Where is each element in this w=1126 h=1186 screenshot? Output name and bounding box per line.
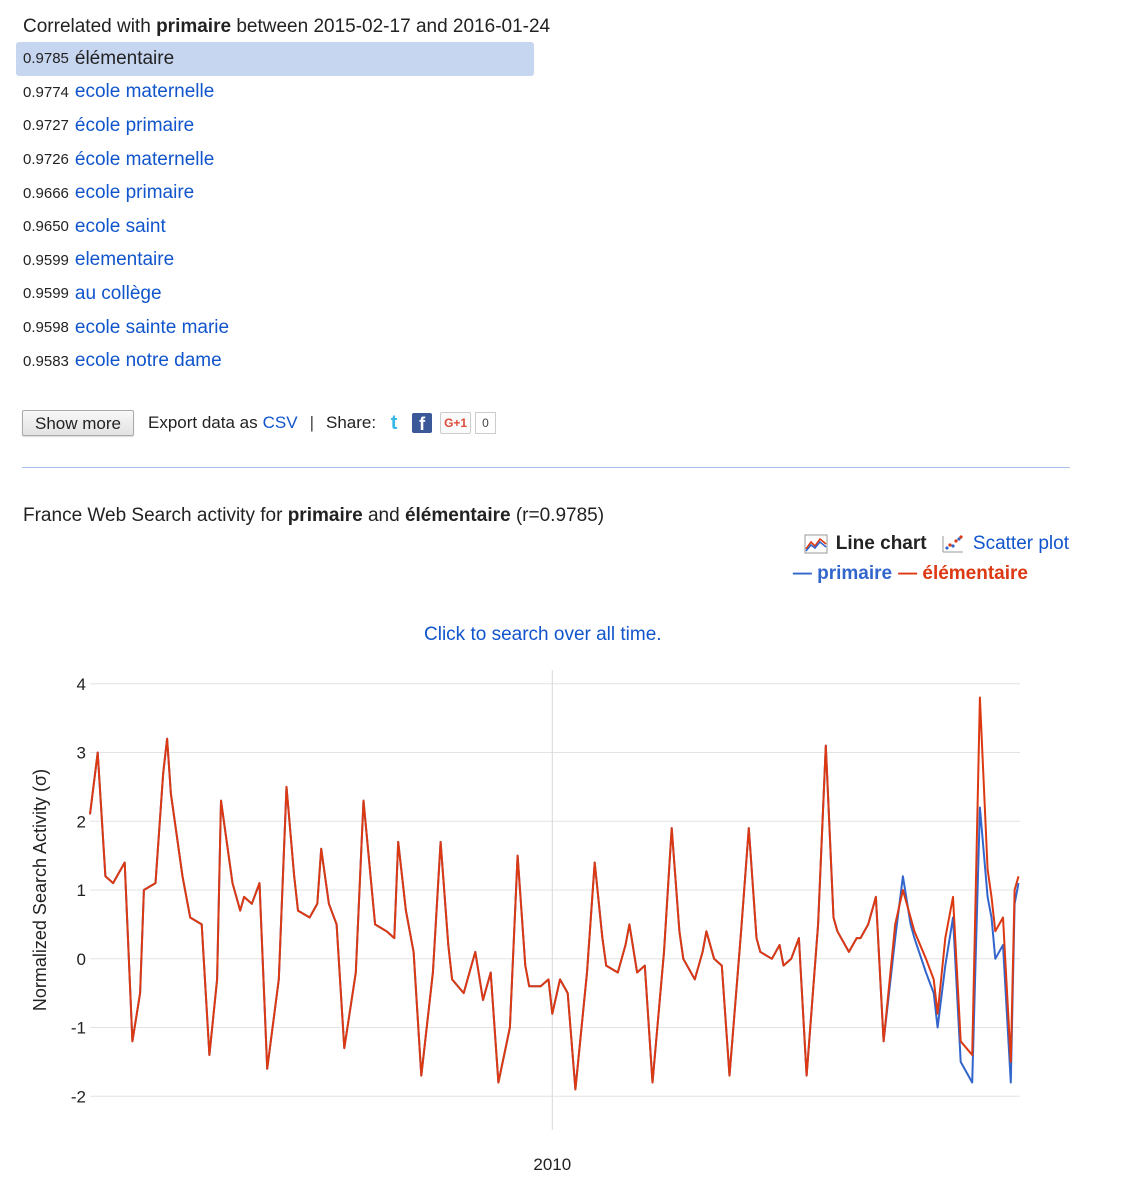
- scatter-plot-view[interactable]: Scatter plot: [941, 533, 1069, 555]
- y-tick-label: 2: [77, 812, 86, 831]
- result-score: 0.9599: [23, 285, 69, 303]
- series-line-elementaire: [89, 696, 1020, 1091]
- result-row[interactable]: 0.9727 école primaire: [16, 109, 536, 143]
- chart-title-term-b: élémentaire: [404, 505, 511, 526]
- correlation-header: Correlated with primaire between 2015-02…: [23, 16, 550, 38]
- gplus-button[interactable]: G+1: [440, 412, 472, 434]
- result-score: 0.9774: [23, 83, 69, 101]
- section-divider: [22, 467, 1070, 468]
- y-axis-label: Normalized Search Activity (σ): [30, 769, 50, 1011]
- export-csv-link[interactable]: CSV: [262, 413, 298, 432]
- result-score: 0.9650: [23, 218, 69, 236]
- chart-title-prefix: France Web Search activity for: [23, 505, 283, 526]
- result-row[interactable]: 0.9666 ecole primaire: [16, 176, 536, 210]
- series-line-primaire: [89, 737, 1020, 1091]
- y-tick-label: 1: [77, 881, 86, 900]
- facebook-icon[interactable]: f: [412, 413, 433, 434]
- actions-separator: |: [309, 413, 314, 432]
- result-row[interactable]: 0.9774 ecole maternelle: [16, 76, 536, 110]
- line-chart-icon: [804, 534, 828, 554]
- result-term-link[interactable]: ecole sainte marie: [74, 316, 230, 338]
- correlation-results-list: 0.9785 élémentaire 0.9774 ecole maternelle 0…: [16, 42, 536, 378]
- chart-title-correlation: (r=0.9785): [515, 505, 605, 526]
- share-label: Share:: [326, 413, 377, 432]
- result-term-link[interactable]: au collège: [74, 282, 162, 304]
- result-row[interactable]: 0.9726 école maternelle: [16, 143, 536, 177]
- result-row[interactable]: 0.9650 ecole saint: [16, 210, 536, 244]
- result-score: 0.9726: [23, 151, 69, 169]
- legend-elementaire: — élémentaire: [898, 563, 1028, 584]
- line-chart-label: Line chart: [835, 533, 927, 554]
- chart-title: France Web Search activity for primaire …: [23, 505, 604, 527]
- result-term-link: élémentaire: [74, 47, 175, 69]
- legend-primaire: — primaire: [792, 563, 893, 584]
- twitter-icon[interactable]: t: [390, 412, 398, 434]
- line-chart-view[interactable]: Line chart: [804, 533, 927, 555]
- view-selector: Line chart Scatter plot: [804, 533, 1069, 555]
- result-row: 0.9785 élémentaire: [16, 42, 534, 76]
- result-term-link[interactable]: ecole primaire: [74, 182, 195, 204]
- search-all-time-link[interactable]: Click to search over all time.: [424, 624, 662, 645]
- y-tick-label: -2: [71, 1087, 86, 1106]
- result-score: 0.9666: [23, 184, 69, 202]
- result-row[interactable]: 0.9598 ecole sainte marie: [16, 311, 536, 345]
- result-score: 0.9583: [23, 352, 69, 370]
- result-row[interactable]: 0.9599 au collège: [16, 277, 536, 311]
- show-more-button[interactable]: Show more: [22, 410, 134, 436]
- result-term-link[interactable]: ecole maternelle: [74, 81, 215, 103]
- result-score: 0.9598: [23, 319, 69, 337]
- actions-bar: Show more Export data as CSV | Share: t …: [22, 410, 496, 436]
- x-tick-label: 2010: [533, 1155, 571, 1174]
- chart-title-term-a: primaire: [287, 505, 363, 526]
- scatter-plot-icon: [942, 535, 963, 553]
- result-term-link[interactable]: ecole notre dame: [74, 350, 222, 372]
- chart-legend: — primaire — élémentaire: [793, 563, 1028, 585]
- result-score: 0.9599: [23, 251, 69, 269]
- chart-title-and: and: [367, 505, 400, 526]
- result-score: 0.9785: [23, 50, 69, 68]
- header-term: primaire: [156, 16, 232, 37]
- y-tick-label: 0: [77, 950, 86, 969]
- result-term-link[interactable]: école primaire: [74, 114, 195, 136]
- gplus-count: 0: [475, 412, 496, 434]
- result-term-link[interactable]: ecole saint: [74, 215, 166, 237]
- y-tick-label: -1: [71, 1019, 86, 1038]
- header-between: between: [236, 16, 309, 37]
- result-term-link[interactable]: école maternelle: [74, 148, 215, 170]
- result-score: 0.9727: [23, 117, 69, 135]
- export-label: Export data as: [147, 413, 258, 432]
- header-start-date: 2015-02-17: [313, 16, 411, 37]
- y-tick-label: 4: [77, 675, 86, 694]
- y-tick-label: 3: [77, 744, 86, 763]
- result-term-link[interactable]: elementaire: [74, 249, 175, 271]
- line-chart: 4 3 2 1 0 -1 -2 2010 Normalized Search Activity …: [30, 670, 1020, 1174]
- header-end-date: 2016-01-24: [452, 16, 551, 37]
- result-row[interactable]: 0.9583 ecole notre dame: [16, 344, 536, 378]
- result-row[interactable]: 0.9599 elementaire: [16, 244, 536, 278]
- header-prefix: Correlated with: [23, 16, 151, 37]
- header-and: and: [415, 16, 448, 37]
- scatter-plot-label: Scatter plot: [972, 533, 1069, 554]
